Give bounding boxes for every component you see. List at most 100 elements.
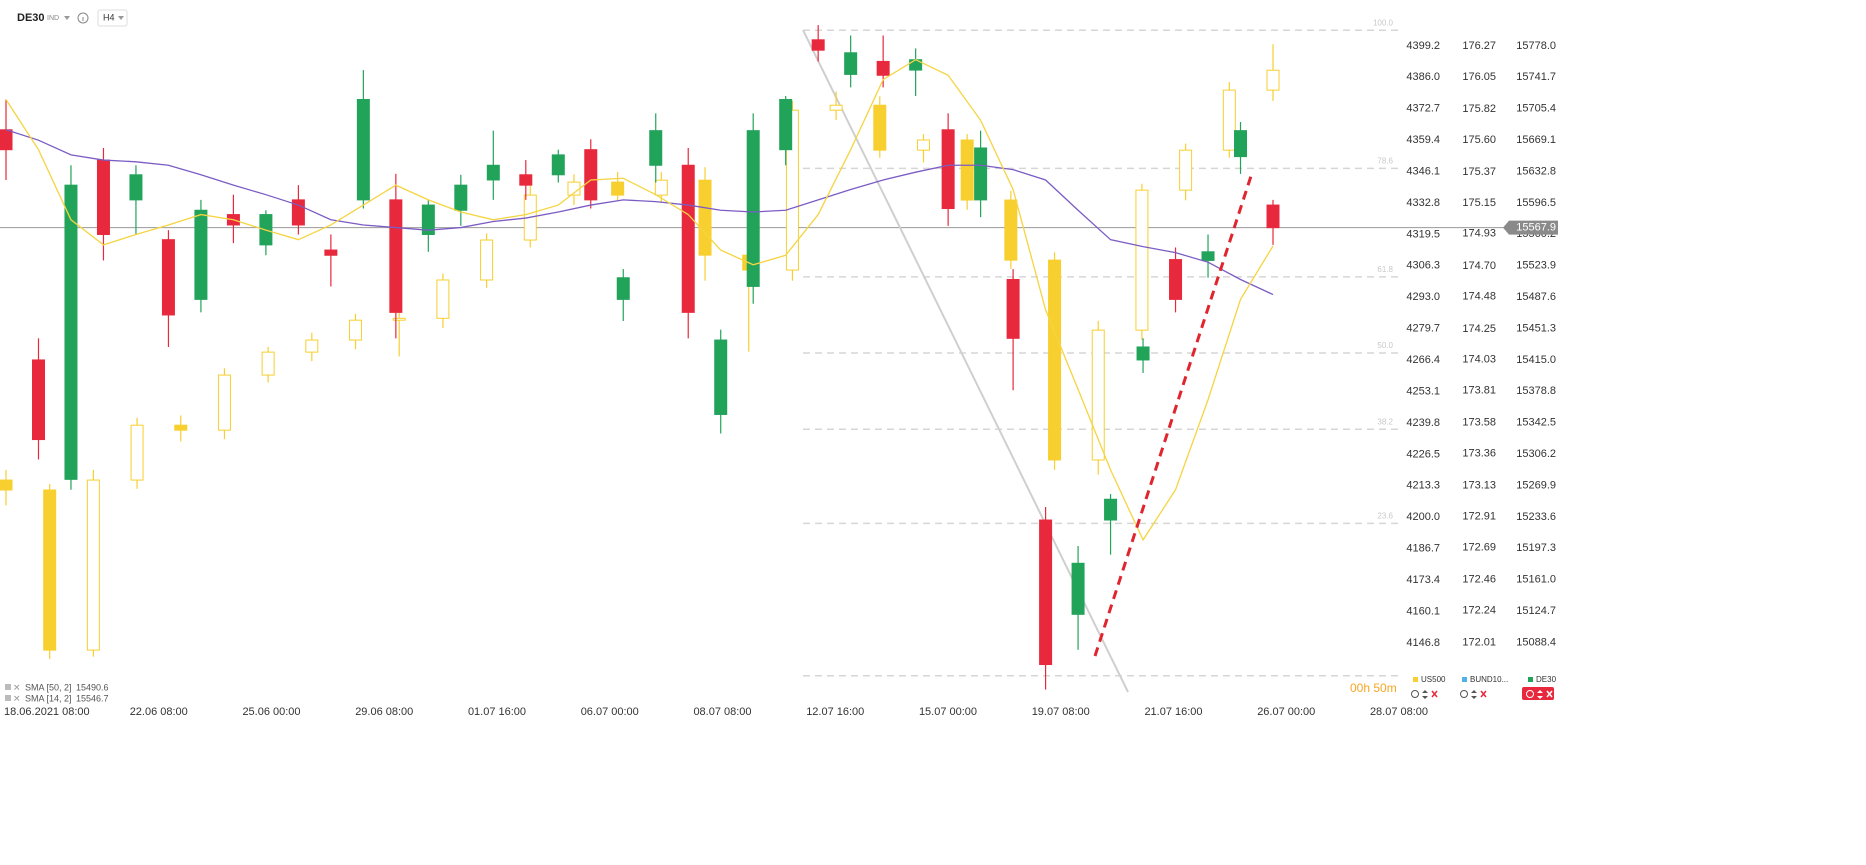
y-tick-label: 174.48 [1462,291,1496,303]
x-tick-label: 29.06 08:00 [355,706,413,718]
legend-move[interactable] [1422,690,1428,699]
timeframe[interactable]: H4 [103,12,115,22]
plot-area [0,25,1280,693]
candle-body [876,60,890,76]
y-tick-label: 4293.0 [1406,291,1440,303]
indicator-value: 15490.6 [76,682,109,692]
candle-body [1234,130,1248,158]
candle-body [1136,346,1150,361]
y-tick-label: 175.37 [1462,166,1496,178]
sma-line [5,58,1274,542]
y-tick-label: 4346.1 [1406,166,1440,178]
y-tick-label: 4279.7 [1406,323,1440,335]
candle-body [261,351,275,376]
candle-body [1201,251,1215,261]
candle-body [0,129,13,151]
fib-label: 78.6 [1377,157,1393,166]
x-tick-label: 26.07 00:00 [1257,706,1315,718]
y-tick-label: 175.60 [1462,134,1496,146]
candle-body [356,99,370,201]
y-tick-label: 4372.7 [1406,103,1440,115]
candle-body [844,52,858,75]
candle-body [649,130,663,166]
legend-remove[interactable] [1546,690,1553,698]
legend-move[interactable] [1537,690,1543,699]
legend-label: DE30 [1536,675,1557,684]
indicator-name: SMA [50, 2] [25,682,72,692]
legend-eye[interactable] [1460,690,1468,698]
candle-body [1266,204,1280,229]
y-tick-label: 4213.3 [1406,480,1440,492]
y-tick-label: 15378.8 [1516,385,1556,397]
candle-body [1179,149,1193,191]
y-tick-label: 172.91 [1462,511,1496,523]
y-tick-label: 4332.8 [1406,197,1440,209]
candle-body [1004,199,1018,261]
candle-body [421,204,435,235]
y-tick-label: 174.03 [1462,354,1496,366]
y-tick-label: 15415.0 [1516,354,1556,366]
y-tick-label: 4306.3 [1406,260,1440,272]
fib-label: 38.2 [1377,417,1393,426]
candle-body [486,164,500,181]
last-price-label: 15567.9 [1516,222,1556,234]
legend-eye[interactable] [1526,690,1534,698]
indicator-close[interactable]: ✕ [13,693,21,703]
x-tick-label: 06.07 00:00 [581,706,639,718]
candle-body [324,249,338,256]
trend-line-red[interactable] [1093,172,1254,657]
x-tick-label: 12.07 16:00 [806,706,864,718]
y-tick-label: 4359.4 [1406,134,1440,146]
symbol[interactable]: DE30 [17,12,45,24]
y-tick-label: 4186.7 [1406,543,1440,555]
y-tick-label: 174.70 [1462,260,1496,272]
x-tick-label: 25.06 00:00 [242,706,300,718]
x-tick-label: 01.07 16:00 [468,706,526,718]
legend-remove[interactable] [1480,690,1487,698]
y-tick-label: 4226.5 [1406,448,1440,460]
legend-remove[interactable] [1431,690,1438,698]
y-tick-label: 4160.1 [1406,605,1440,617]
y-tick-label: 175.82 [1462,103,1496,115]
timeframe-box[interactable] [97,9,128,27]
candle-body [1048,259,1062,461]
y-tick-label: 4146.8 [1406,637,1440,649]
candle-body [1266,69,1280,91]
legend-swatch [1413,677,1418,682]
candle-body [392,317,406,321]
axes: 4399.2 4386.0 4372.7 4359.4 4346.1 4332.8 4319… [4,40,1558,718]
candle-body [616,277,630,300]
candle-body [681,164,695,313]
y-tick-label: 15487.6 [1516,291,1556,303]
candle-body [974,147,988,201]
toolbar: DE30 IND H4 [17,9,128,27]
indicator-value: 15546.7 [76,693,109,703]
legend-eye[interactable] [1411,690,1419,698]
x-tick-label: 21.07 16:00 [1144,706,1202,718]
timeframe-dropdown [118,16,124,20]
y-tick-label: 15197.3 [1516,542,1556,554]
symbol-dropdown[interactable] [64,16,70,20]
legend-swatch [1462,677,1467,682]
legend-move[interactable] [1471,690,1477,699]
info-icon[interactable] [77,12,89,24]
y-tick-label: 172.01 [1462,637,1496,649]
candle-body [1071,562,1085,615]
legend: ✕ SMA [50, 2] 15490.6 ✕ SMA [14, 2] 15546.7 US… [5,675,1557,703]
candle-body [1104,498,1118,521]
y-tick-label: 4200.0 [1406,511,1440,523]
candle-body [1039,519,1053,666]
candle-body [86,479,100,651]
indicator-close[interactable]: ✕ [13,682,21,692]
y-tick-label: 15741.7 [1516,71,1556,83]
countdown: 00h 50m [1350,681,1397,695]
y-tick-label: 15778.0 [1516,40,1556,52]
x-tick-label: 08.07 08:00 [693,706,751,718]
y-tick-label: 4386.0 [1406,71,1440,83]
candle-body [611,181,625,196]
y-tick-label: 176.27 [1462,40,1496,52]
candle-body [129,174,143,201]
indicator-icon [5,695,11,701]
